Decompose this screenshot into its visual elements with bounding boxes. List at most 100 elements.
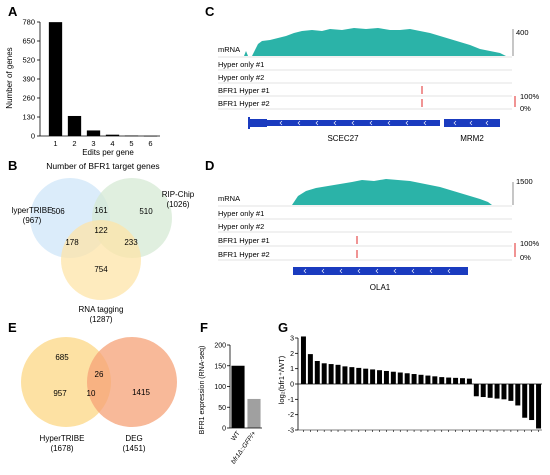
panel-b: B Number of BFR1 target genes lyperTRIBE… bbox=[8, 158, 195, 324]
panel-c-track-bfr1-2: BFR1 Hyper #2 bbox=[218, 99, 270, 108]
panel-g-bar bbox=[425, 375, 431, 384]
venn-b-circle-c bbox=[61, 220, 141, 300]
panel-g-bar bbox=[439, 377, 445, 384]
venn-b-total-a: (967) bbox=[23, 216, 42, 225]
panel-f-bar bbox=[231, 365, 245, 428]
panel-g-bar bbox=[356, 367, 362, 384]
panel-e-letter: E bbox=[8, 320, 17, 335]
panel-d-track-bfr1-2: BFR1 Hyper #2 bbox=[218, 250, 270, 259]
venn-b-total-b: (1026) bbox=[166, 200, 189, 209]
panel-c-coverage-area bbox=[252, 28, 506, 56]
panel-d-gene-ola1: OLA1 bbox=[370, 283, 391, 292]
panel-d-pct-top: 100% bbox=[520, 239, 540, 248]
panel-g-bar bbox=[363, 368, 369, 384]
panel-c-pct-top: 100% bbox=[520, 92, 540, 101]
panel-a-xaxis: 1 2 3 4 5 6 bbox=[40, 135, 160, 148]
panel-g-bar bbox=[536, 384, 542, 429]
panel-d-pct-bottom: 0% bbox=[520, 253, 531, 262]
panel-g-bar bbox=[459, 378, 465, 384]
panel-a-yaxis: 0 130 260 390 520 650 780 bbox=[22, 18, 41, 141]
panel-a-xtick-label: 3 bbox=[91, 139, 95, 148]
panel-d-track-bfr1-1: BFR1 Hyper #1 bbox=[218, 236, 270, 245]
panel-a-bar bbox=[48, 22, 63, 136]
panel-f-ylabel: BFR1 expression (RNA-seq) bbox=[199, 346, 206, 435]
panel-g-yaxis: -3 -2 -1 0 1 2 3 bbox=[288, 336, 299, 435]
venn-e-label-b: DEG bbox=[125, 434, 142, 443]
panel-d: D mRNA Hyper only #1 Hyper only #2 BFR1 … bbox=[205, 158, 540, 292]
panel-g-ytick-label: 3 bbox=[290, 336, 294, 343]
venn-e-total-a: (1678) bbox=[50, 444, 73, 453]
panel-g-bar bbox=[480, 384, 486, 398]
panel-g-bar bbox=[390, 371, 396, 384]
panel-d-scale-max: 1500 bbox=[516, 177, 533, 186]
panel-c-pct-bottom: 0% bbox=[520, 104, 531, 113]
panel-f-ytick-label: 50 bbox=[218, 405, 226, 412]
panel-g-bar bbox=[446, 377, 452, 384]
panel-g-bars bbox=[300, 336, 542, 429]
panel-d-track-hyper2: Hyper only #2 bbox=[218, 222, 264, 231]
panel-g-bar bbox=[300, 336, 306, 384]
panel-c-track-hyper1: Hyper only #1 bbox=[218, 60, 264, 69]
panel-a-ylabel: Number of genes bbox=[5, 47, 14, 108]
panel-c-scale-max: 400 bbox=[516, 28, 529, 37]
venn-e-count-mid: 10 bbox=[87, 389, 96, 398]
panel-f-xtick-label: WT bbox=[230, 430, 242, 442]
panel-a-ytick-label: 390 bbox=[22, 75, 35, 84]
panel-g-bar bbox=[314, 361, 320, 384]
panel-a-xtick-label: 5 bbox=[129, 139, 133, 148]
panel-c-gene-scec27: SCEC27 bbox=[327, 134, 359, 143]
panel-b-letter: B bbox=[8, 158, 17, 173]
panel-e: E 685 957 26 10 1415 HyperTRIBE (1678) D… bbox=[8, 320, 177, 453]
venn-e-circle-a bbox=[21, 337, 111, 427]
panel-g-bar bbox=[515, 384, 521, 406]
panel-g-bar bbox=[501, 384, 507, 400]
venn-b-count-ac: 178 bbox=[65, 238, 79, 247]
venn-b-count-bc: 233 bbox=[124, 238, 138, 247]
panel-g-ylabel: log₂(bfr1⁺/WT) bbox=[277, 355, 286, 404]
venn-e-count-mid-top: 26 bbox=[95, 370, 104, 379]
panel-d-letter: D bbox=[205, 158, 214, 173]
panel-g-ytick-label: 1 bbox=[290, 366, 294, 373]
panel-g-bar bbox=[321, 363, 327, 384]
panel-d-track-mrna: mRNA bbox=[218, 194, 240, 203]
panel-f-ytick-label: 200 bbox=[214, 343, 226, 350]
panel-a-ytick-label: 0 bbox=[31, 132, 35, 141]
panel-g-bar bbox=[335, 364, 341, 384]
panel-a-bar bbox=[86, 130, 101, 136]
venn-b-total-c: (1287) bbox=[89, 315, 112, 324]
venn-e-label-a: HyperTRIBE bbox=[40, 434, 85, 443]
panel-a-xtick-label: 2 bbox=[72, 139, 76, 148]
panel-g-bar bbox=[397, 372, 403, 384]
panel-d-track-lines bbox=[218, 205, 512, 261]
panel-g-bar bbox=[307, 354, 313, 384]
panel-g-bar bbox=[432, 376, 438, 384]
venn-e-count-right: 1415 bbox=[132, 388, 150, 397]
panel-c-track-mrna: mRNA bbox=[218, 45, 240, 54]
panel-f: F BFR1 expression (RNA-seq) 0 50 100 150 200… bbox=[199, 320, 262, 465]
panel-g-bar bbox=[466, 378, 472, 384]
panel-g-ytick-label: 2 bbox=[290, 351, 294, 358]
panel-c-gene-model bbox=[248, 117, 500, 129]
panel-a-xtick-label: 4 bbox=[110, 139, 114, 148]
panel-g-bar bbox=[377, 370, 383, 384]
panel-c: C mRNA Hyper only #1 Hyper only #2 BFR1 … bbox=[205, 4, 540, 143]
panel-g-xaxis bbox=[298, 383, 542, 432]
panel-a-ytick-label: 780 bbox=[22, 18, 35, 27]
venn-e-circle-b bbox=[87, 337, 177, 427]
venn-b-label-b: RIP-Chip bbox=[162, 190, 195, 199]
panel-d-gene-model bbox=[293, 267, 468, 275]
panel-a-bars bbox=[48, 22, 158, 137]
panel-a-ytick-label: 520 bbox=[22, 56, 35, 65]
panel-g-bar bbox=[487, 384, 493, 398]
venn-b-count-b-only: 510 bbox=[139, 207, 153, 216]
venn-b-count-a-only: 506 bbox=[51, 207, 65, 216]
venn-b-label-c: RNA tagging bbox=[79, 305, 124, 314]
panel-c-track-lines bbox=[218, 56, 512, 110]
panel-g: G log₂(bfr1⁺/WT) -3 -2 -1 0 1 2 3 bbox=[277, 320, 542, 435]
panel-g-bar bbox=[328, 364, 334, 384]
panel-a-ytick-label: 260 bbox=[22, 94, 35, 103]
panel-c-letter: C bbox=[205, 4, 215, 19]
panel-g-bar bbox=[453, 377, 459, 384]
panel-a-bar bbox=[105, 134, 120, 136]
